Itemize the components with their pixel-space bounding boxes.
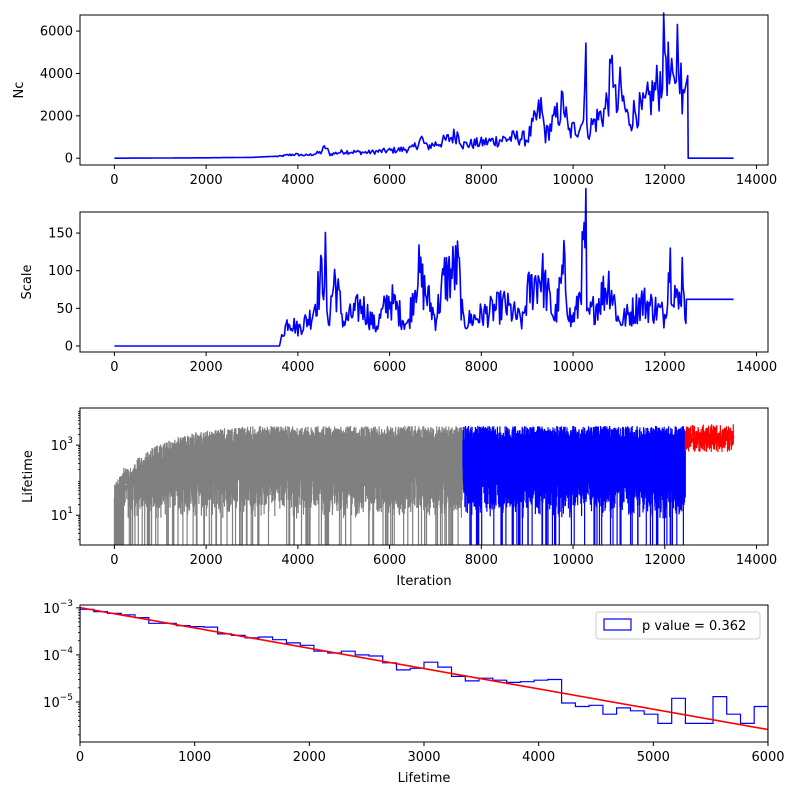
y-tick-exponent: −4 — [60, 646, 74, 656]
hist-group — [80, 606, 768, 742]
x-tick-label: 14000 — [736, 360, 777, 375]
x-tick-label: 0 — [110, 553, 118, 568]
y-tick-label: 10−3 — [43, 599, 73, 617]
x-tick-label: 6000 — [751, 750, 784, 765]
y-tick-label: 0 — [65, 339, 73, 354]
x-tick-label: 14000 — [736, 173, 777, 188]
y-axis-label: Nc — [12, 82, 27, 99]
nc-panel-frame — [79, 14, 769, 166]
y-tick-label: 150 — [48, 227, 73, 242]
lifetime-panel-frame — [79, 407, 769, 546]
x-tick-label: 10000 — [552, 553, 593, 568]
y-tick-label: 100 — [48, 264, 73, 279]
x-tick-label: 6000 — [373, 173, 406, 188]
y-tick-label: 50 — [56, 302, 73, 317]
x-tick-label: 12000 — [644, 173, 685, 188]
y-tick-label: 2000 — [40, 109, 73, 124]
fit-line — [80, 606, 768, 731]
x-axis-label: Lifetime — [398, 771, 451, 786]
nc-series-line — [114, 12, 734, 159]
x-tick-label: 3000 — [407, 750, 440, 765]
x-tick-label: 6000 — [373, 360, 406, 375]
lifetime-series-group — [113, 424, 735, 545]
legend: p value = 0.362 — [595, 611, 761, 640]
x-tick-label: 4000 — [281, 553, 314, 568]
y-tick-exponent: 3 — [67, 436, 73, 446]
x-tick-label: 2000 — [190, 173, 223, 188]
legend-swatch — [603, 618, 632, 631]
legend-box — [595, 611, 761, 640]
x-tick-label: 2000 — [190, 553, 223, 568]
y-tick-label: 101 — [51, 506, 73, 524]
lifetime-series-blue — [462, 425, 686, 545]
y-tick-label: 4000 — [40, 67, 73, 82]
x-tick-label: 6000 — [373, 553, 406, 568]
x-tick-label: 0 — [110, 173, 118, 188]
y-tick-exponent: −3 — [60, 599, 73, 609]
lifetime-series-grey — [113, 425, 464, 545]
y-tick-label: 6000 — [40, 25, 73, 40]
legend-label: p value = 0.362 — [642, 619, 746, 634]
y-axis-label: Scale — [20, 265, 35, 300]
x-axis-label: Iteration — [396, 574, 451, 589]
scale-panel-frame — [79, 211, 769, 353]
x-tick-label: 12000 — [644, 360, 685, 375]
x-tick-label: 8000 — [465, 173, 498, 188]
x-tick-label: 8000 — [465, 553, 498, 568]
x-tick-label: 0 — [76, 750, 84, 765]
y-tick-exponent: −5 — [60, 693, 73, 703]
x-tick-label: 4000 — [522, 750, 555, 765]
x-tick-label: 14000 — [736, 553, 777, 568]
y-tick-label: 10−4 — [43, 646, 73, 664]
y-tick-label: 103 — [51, 436, 73, 454]
x-tick-label: 2000 — [190, 360, 223, 375]
x-tick-label: 8000 — [465, 360, 498, 375]
y-tick-label: 10−5 — [43, 693, 73, 711]
x-tick-label: 1000 — [178, 750, 211, 765]
lifetime-series-red — [684, 424, 735, 453]
x-tick-label: 12000 — [644, 553, 685, 568]
x-tick-label: 10000 — [552, 173, 593, 188]
x-tick-label: 2000 — [293, 750, 326, 765]
x-tick-label: 0 — [110, 360, 118, 375]
scale-series-line — [114, 187, 734, 347]
y-axis-label: Lifetime — [21, 450, 36, 503]
x-tick-label: 4000 — [281, 360, 314, 375]
x-tick-label: 4000 — [281, 173, 314, 188]
x-tick-label: 5000 — [637, 750, 670, 765]
histogram-steps — [80, 608, 768, 742]
y-tick-label: 0 — [65, 152, 73, 167]
y-tick-exponent: 1 — [67, 506, 73, 516]
x-tick-label: 10000 — [552, 360, 593, 375]
